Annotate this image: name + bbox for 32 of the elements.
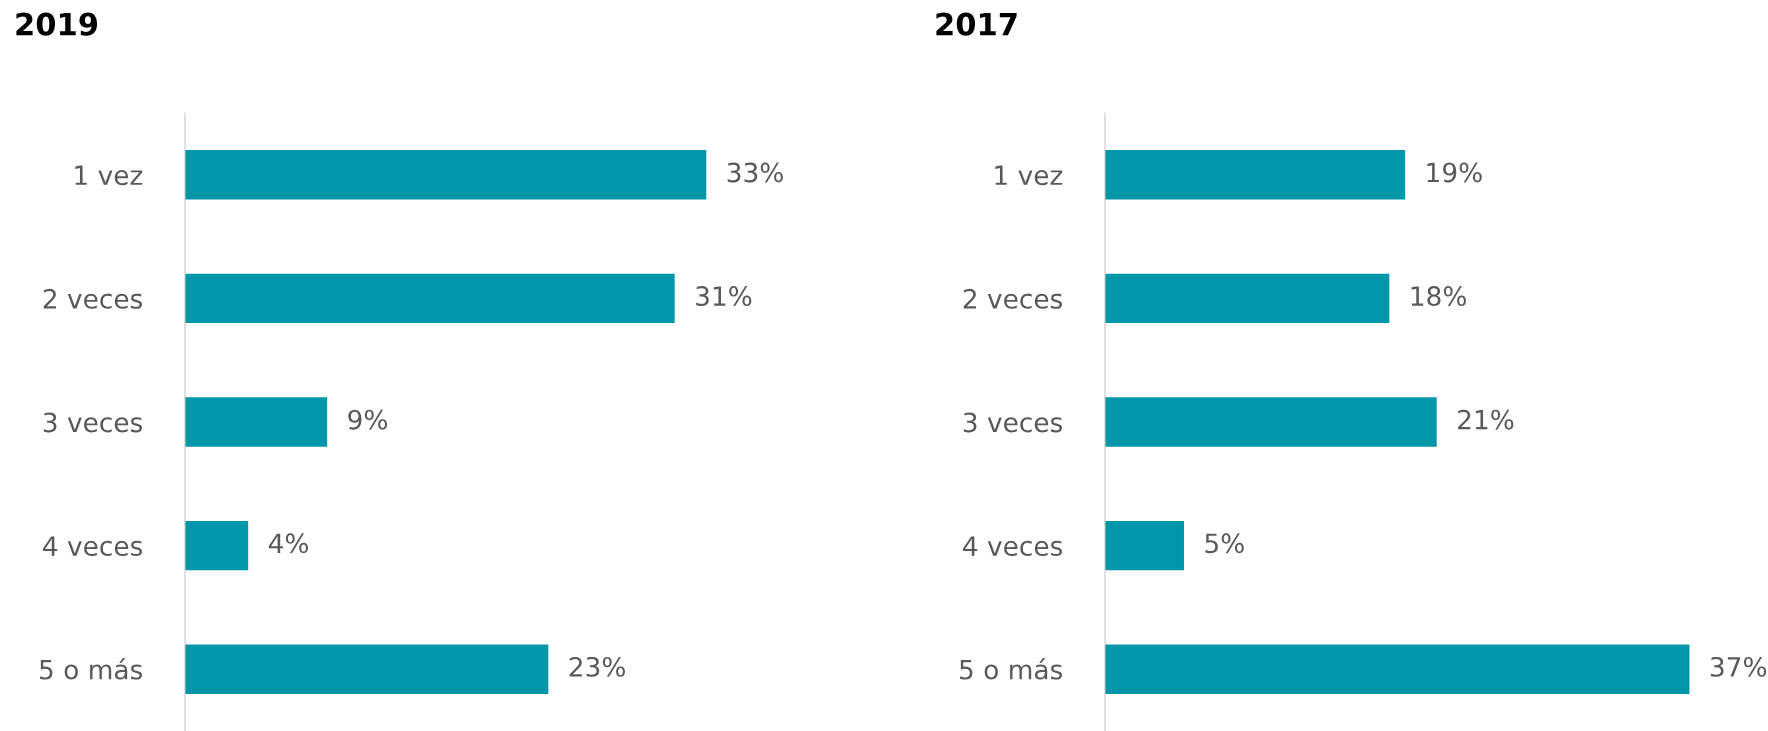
data-label: 18% [1411, 286, 1466, 307]
data-label: 19% [1427, 162, 1482, 183]
data-label: 23% [569, 656, 625, 677]
bar [1105, 273, 1390, 324]
bar [185, 520, 249, 571]
y-tick-label: 3 veces [963, 412, 1063, 433]
y-tick-label: 2 veces [43, 288, 143, 309]
data-label: 9% [348, 409, 388, 430]
data-label: 33% [727, 162, 783, 183]
y-tick-label: 4 veces [43, 536, 143, 556]
y-tick-label: 1 vez [995, 165, 1063, 186]
y-tick-label: 5 o más [960, 658, 1063, 680]
bar [1105, 150, 1406, 200]
y-tick-label: 1 vez [75, 165, 143, 186]
data-label: 21% [1458, 409, 1514, 430]
bar [1105, 397, 1437, 447]
bar [185, 397, 328, 447]
data-label: 31% [696, 286, 752, 307]
bar [1105, 520, 1184, 571]
y-tick-label: 3 veces [43, 412, 143, 433]
data-label: 37% [1710, 656, 1767, 677]
chart-title: 2019 [16, 12, 98, 36]
bar [185, 150, 707, 200]
chart-title: 2017 [936, 12, 1017, 36]
bar [1105, 644, 1690, 694]
bar [185, 273, 675, 324]
y-tick-label: 2 veces [963, 288, 1063, 309]
data-label: 5% [1205, 533, 1244, 554]
y-tick-label: 5 o más [40, 658, 143, 680]
y-tick-label: 4 veces [963, 536, 1063, 556]
data-label: 4% [268, 533, 309, 554]
bar [185, 644, 549, 694]
